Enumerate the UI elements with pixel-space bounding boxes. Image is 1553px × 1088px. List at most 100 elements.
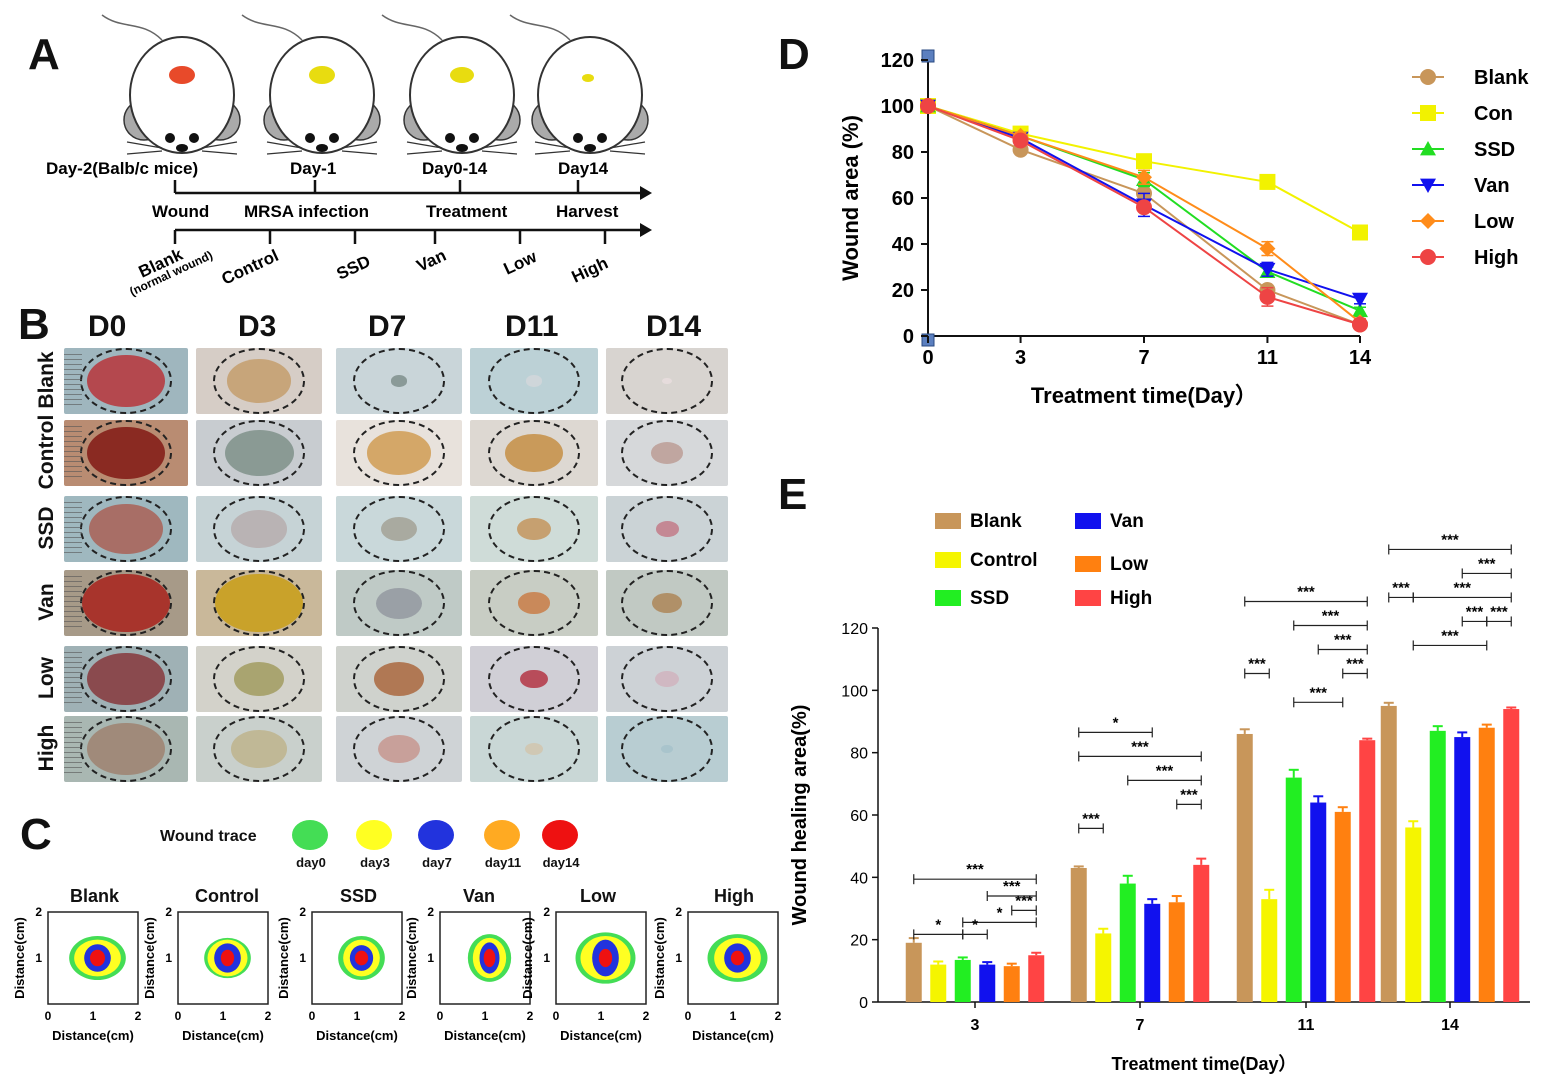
significance-bracket: ***	[1388, 531, 1512, 555]
panel-letter-a: A	[28, 30, 60, 79]
bar-high-11	[1359, 740, 1376, 1002]
legend-marker	[1420, 141, 1436, 156]
significance-label: ***	[966, 861, 984, 878]
legend-label: Con	[1474, 103, 1513, 125]
legend-item-blank: Blank	[1412, 67, 1529, 89]
y-axis-label: Distance(cm)	[404, 917, 419, 999]
legend-swatch-day11	[484, 820, 520, 850]
significance-bracket: ***	[1078, 810, 1104, 834]
legend-label-day14: day14	[542, 855, 580, 870]
significance-bracket: ***	[1388, 579, 1414, 603]
significance-bracket: ***	[986, 878, 1037, 901]
bar-blank-14	[1380, 705, 1397, 1002]
legend-marker	[1420, 249, 1436, 265]
y-axis-label: Wound healing area(%)	[789, 705, 811, 926]
dashed-wound-outline	[80, 348, 172, 414]
day-label: Day-2(Balb/c mice)	[46, 159, 198, 178]
panel-letter-c: C	[20, 810, 52, 859]
significance-bracket: ***	[1412, 627, 1488, 651]
legend-label: SSD	[970, 588, 1009, 609]
legend-title: Wound trace	[160, 828, 257, 845]
bar-van-3	[979, 964, 996, 1002]
y-tick-label: 2	[165, 905, 172, 919]
x-tick-label: 2	[527, 1009, 534, 1023]
legend-label: Low	[1474, 211, 1514, 233]
significance-label: *	[935, 916, 941, 933]
bar-control-7	[1095, 933, 1112, 1002]
x-tick-label: 1	[482, 1009, 489, 1023]
significance-bracket: ***	[1011, 892, 1037, 916]
y-tick-label: 2	[543, 905, 550, 919]
dashed-wound-outline	[353, 496, 445, 562]
legend-item-low: Low	[1412, 211, 1514, 233]
significance-label: ***	[1466, 603, 1484, 620]
bar-blank-11	[1236, 733, 1253, 1002]
mouse-day-minus1	[241, 14, 381, 155]
significance-bracket: *	[962, 916, 988, 940]
y-tick-label: 20	[850, 933, 868, 950]
significance-label: ***	[1453, 579, 1471, 596]
y-tick-label: 60	[892, 188, 914, 210]
legend-label-day0: day0	[296, 855, 326, 870]
trace-title-blank: Blank	[70, 886, 120, 906]
x-tick-label: 0	[309, 1009, 316, 1023]
significance-label: ***	[1478, 555, 1496, 572]
series-con	[920, 98, 1368, 241]
bar-van-11	[1310, 802, 1327, 1002]
dashed-wound-outline	[213, 348, 305, 414]
legend-swatch	[1075, 590, 1101, 606]
bar-van-7	[1144, 903, 1161, 1002]
panel-letter-e: E	[778, 470, 808, 519]
y-axis-label: Distance(cm)	[276, 917, 291, 999]
x-axis-label: Distance(cm)	[316, 1028, 398, 1043]
dashed-wound-outline	[213, 716, 305, 782]
bar-ssd-14	[1429, 730, 1446, 1002]
significance-label: ***	[1322, 608, 1340, 625]
significance-label: ***	[1297, 584, 1315, 601]
significance-bracket: ***	[1244, 656, 1270, 679]
significance-bracket: *	[913, 916, 964, 940]
significance-label: ***	[1156, 762, 1174, 779]
y-tick-label: 120	[881, 50, 914, 72]
row-label-high: High	[35, 724, 58, 772]
legend-swatch	[935, 513, 961, 529]
significance-bracket: ***	[1461, 555, 1512, 579]
x-axis-label: Treatment time(Day）	[1111, 1054, 1296, 1074]
y-tick-label: 1	[165, 951, 172, 965]
legend-label: Low	[1110, 554, 1148, 575]
bar-control-14	[1405, 827, 1422, 1002]
dashed-wound-outline	[488, 496, 580, 562]
significance-label: ***	[1441, 627, 1459, 644]
legend-item-ssd: SSD	[935, 588, 1009, 609]
legend-label-day3: day3	[360, 855, 390, 870]
significance-label: ***	[1309, 684, 1327, 701]
legend-swatch-day3	[356, 820, 392, 850]
x-tick-label: 1	[730, 1009, 737, 1023]
trace-title-ssd: SSD	[340, 886, 378, 906]
ruler-marks	[64, 354, 82, 408]
y-axis-label: Distance(cm)	[142, 917, 157, 999]
mouse-day14	[509, 14, 649, 155]
y-tick-label: 1	[427, 951, 434, 965]
legend-item-low: Low	[1075, 554, 1148, 575]
y-tick-label: 2	[427, 905, 434, 919]
step-label: Harvest	[556, 202, 619, 221]
x-tick-label: 2	[265, 1009, 272, 1023]
bar-high-3	[1028, 955, 1045, 1002]
trace-ring-3	[483, 948, 496, 968]
significance-bracket: *	[1078, 714, 1153, 738]
day-label: Day0-14	[422, 159, 488, 178]
bar-ssd-11	[1285, 777, 1302, 1002]
data-point	[1136, 153, 1152, 170]
data-point	[1012, 132, 1029, 149]
legend-item-high: High	[1412, 247, 1518, 269]
dashed-wound-outline	[80, 570, 172, 636]
significance-bracket: *	[962, 904, 1037, 928]
dashed-wound-outline	[80, 420, 172, 486]
x-tick-label: 1	[90, 1009, 97, 1023]
mouse-day0-14	[381, 14, 521, 155]
y-tick-label: 0	[903, 326, 914, 348]
day-label: Day-1	[290, 159, 336, 178]
data-point	[1352, 302, 1368, 318]
